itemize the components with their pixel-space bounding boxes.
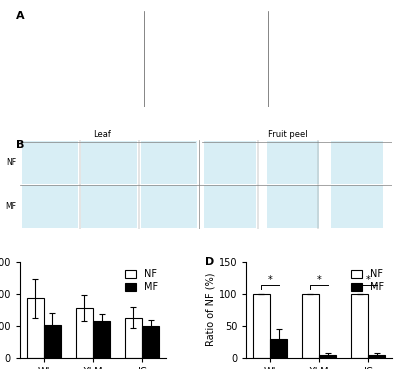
Text: Leaf: Leaf <box>93 130 111 138</box>
FancyBboxPatch shape <box>204 185 256 228</box>
Text: A: A <box>16 11 25 21</box>
Bar <box>142 326 159 358</box>
Text: Fruit peel: Fruit peel <box>268 130 308 138</box>
Bar <box>319 355 336 358</box>
Bar <box>44 325 61 358</box>
Text: NF: NF <box>6 158 16 167</box>
FancyBboxPatch shape <box>331 185 383 228</box>
Text: JC MF: JC MF <box>31 81 48 86</box>
FancyBboxPatch shape <box>204 141 256 184</box>
Bar <box>302 294 319 358</box>
FancyBboxPatch shape <box>267 141 320 184</box>
Bar <box>351 294 368 358</box>
Text: WJ NF: WJ NF <box>155 33 174 38</box>
Bar <box>93 321 110 358</box>
Bar <box>76 308 93 358</box>
Bar <box>270 339 287 358</box>
Text: *: * <box>268 275 272 284</box>
Y-axis label: Ratio of NF (%): Ratio of NF (%) <box>206 273 216 346</box>
Text: *: * <box>366 275 370 284</box>
FancyBboxPatch shape <box>141 185 197 228</box>
FancyBboxPatch shape <box>267 185 320 228</box>
Text: WJ MF: WJ MF <box>155 81 174 86</box>
Bar <box>253 294 270 358</box>
Text: B: B <box>16 140 25 150</box>
Text: JC NF: JC NF <box>31 33 48 38</box>
Text: XLM MF: XLM MF <box>279 81 303 86</box>
Text: *: * <box>317 275 322 284</box>
Bar <box>27 299 44 358</box>
FancyBboxPatch shape <box>22 141 78 184</box>
FancyBboxPatch shape <box>331 141 383 184</box>
Bar <box>368 355 385 358</box>
Text: MF: MF <box>5 202 16 211</box>
Text: XLM NF: XLM NF <box>279 33 303 38</box>
FancyBboxPatch shape <box>22 185 78 228</box>
Legend: NF, MF: NF, MF <box>122 266 161 295</box>
FancyBboxPatch shape <box>81 141 137 184</box>
Bar <box>125 318 142 358</box>
FancyBboxPatch shape <box>81 185 137 228</box>
Text: D: D <box>205 257 214 267</box>
FancyBboxPatch shape <box>141 141 197 184</box>
Legend: NF, MF: NF, MF <box>348 266 387 295</box>
